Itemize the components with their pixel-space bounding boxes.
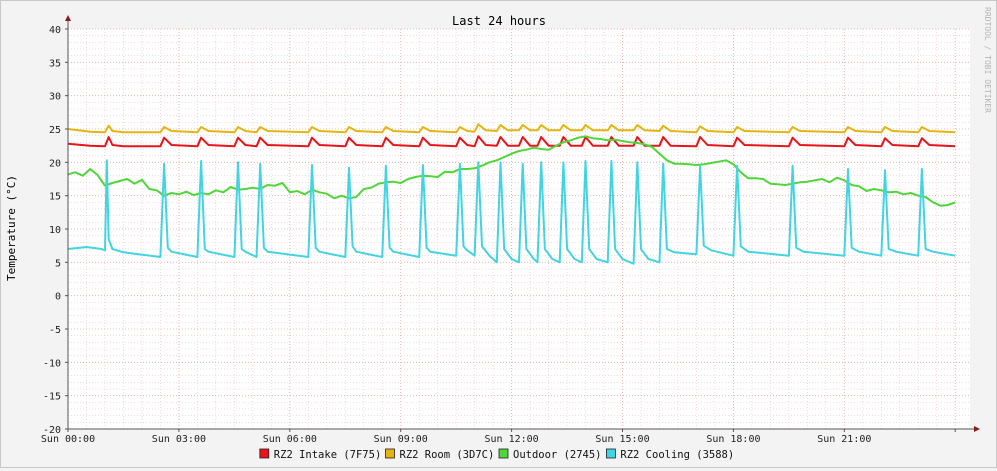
legend-label-1: RZ2 Room (3D7C): [400, 449, 495, 461]
x-tick-label: Sun 15:00: [595, 434, 649, 445]
x-tick-label: Sun 21:00: [817, 434, 871, 445]
legend-swatch-2: [498, 448, 509, 459]
axes: [65, 15, 980, 432]
legend-label-0: RZ2 Intake (7F75): [274, 449, 381, 461]
x-axis-arrow: [974, 426, 980, 432]
series-line-3: [67, 159, 956, 265]
legend-swatch-3: [606, 448, 616, 459]
y-tick-label: 35: [49, 58, 61, 69]
legend-swatch-1: [385, 448, 395, 459]
x-tick-label: Sun 12:00: [485, 434, 539, 445]
y-axis-label: Temperature (°C): [5, 175, 18, 281]
x-tick-label: Sun 18:00: [706, 434, 760, 445]
x-tick-label: Sun 06:00: [263, 434, 317, 445]
series-line-1: [67, 123, 956, 134]
rrdtool-watermark: RRDTOOL / TOBI OETIKER: [983, 7, 992, 113]
legend-label-3: RZ2 Cooling (3588): [620, 449, 734, 461]
x-tick-label: Sun 03:00: [152, 434, 206, 445]
y-tick-label: 40: [49, 25, 61, 36]
y-axis-arrow: [65, 15, 71, 21]
y-tick-label: 30: [49, 92, 61, 103]
chart-title: Last 24 hours: [452, 14, 546, 28]
series-line-0: [67, 135, 956, 148]
x-tick-label: Sun 09:00: [374, 434, 428, 445]
y-tick-label: 20: [49, 158, 61, 169]
y-tick-label: 5: [55, 258, 61, 269]
y-tick-label: -15: [43, 392, 61, 403]
series-line-2: [67, 135, 956, 207]
legend-label-2: Outdoor (2745): [513, 449, 602, 461]
y-tick-label: -5: [49, 325, 61, 336]
y-tick-label: 15: [49, 192, 61, 203]
y-tick-label: 0: [55, 292, 61, 303]
y-tick-label: 25: [49, 125, 61, 136]
y-tick-label: -20: [43, 425, 61, 436]
y-tick-label: -10: [43, 358, 61, 369]
series-layer: [67, 123, 956, 265]
legend: RZ2 Intake (7F75) RZ2 Room (3D7C) Outdoor …: [259, 448, 734, 461]
legend-swatch-0: [259, 448, 270, 459]
y-tick-label: 10: [49, 225, 61, 236]
x-tick-label: Sun 00:00: [41, 434, 95, 445]
